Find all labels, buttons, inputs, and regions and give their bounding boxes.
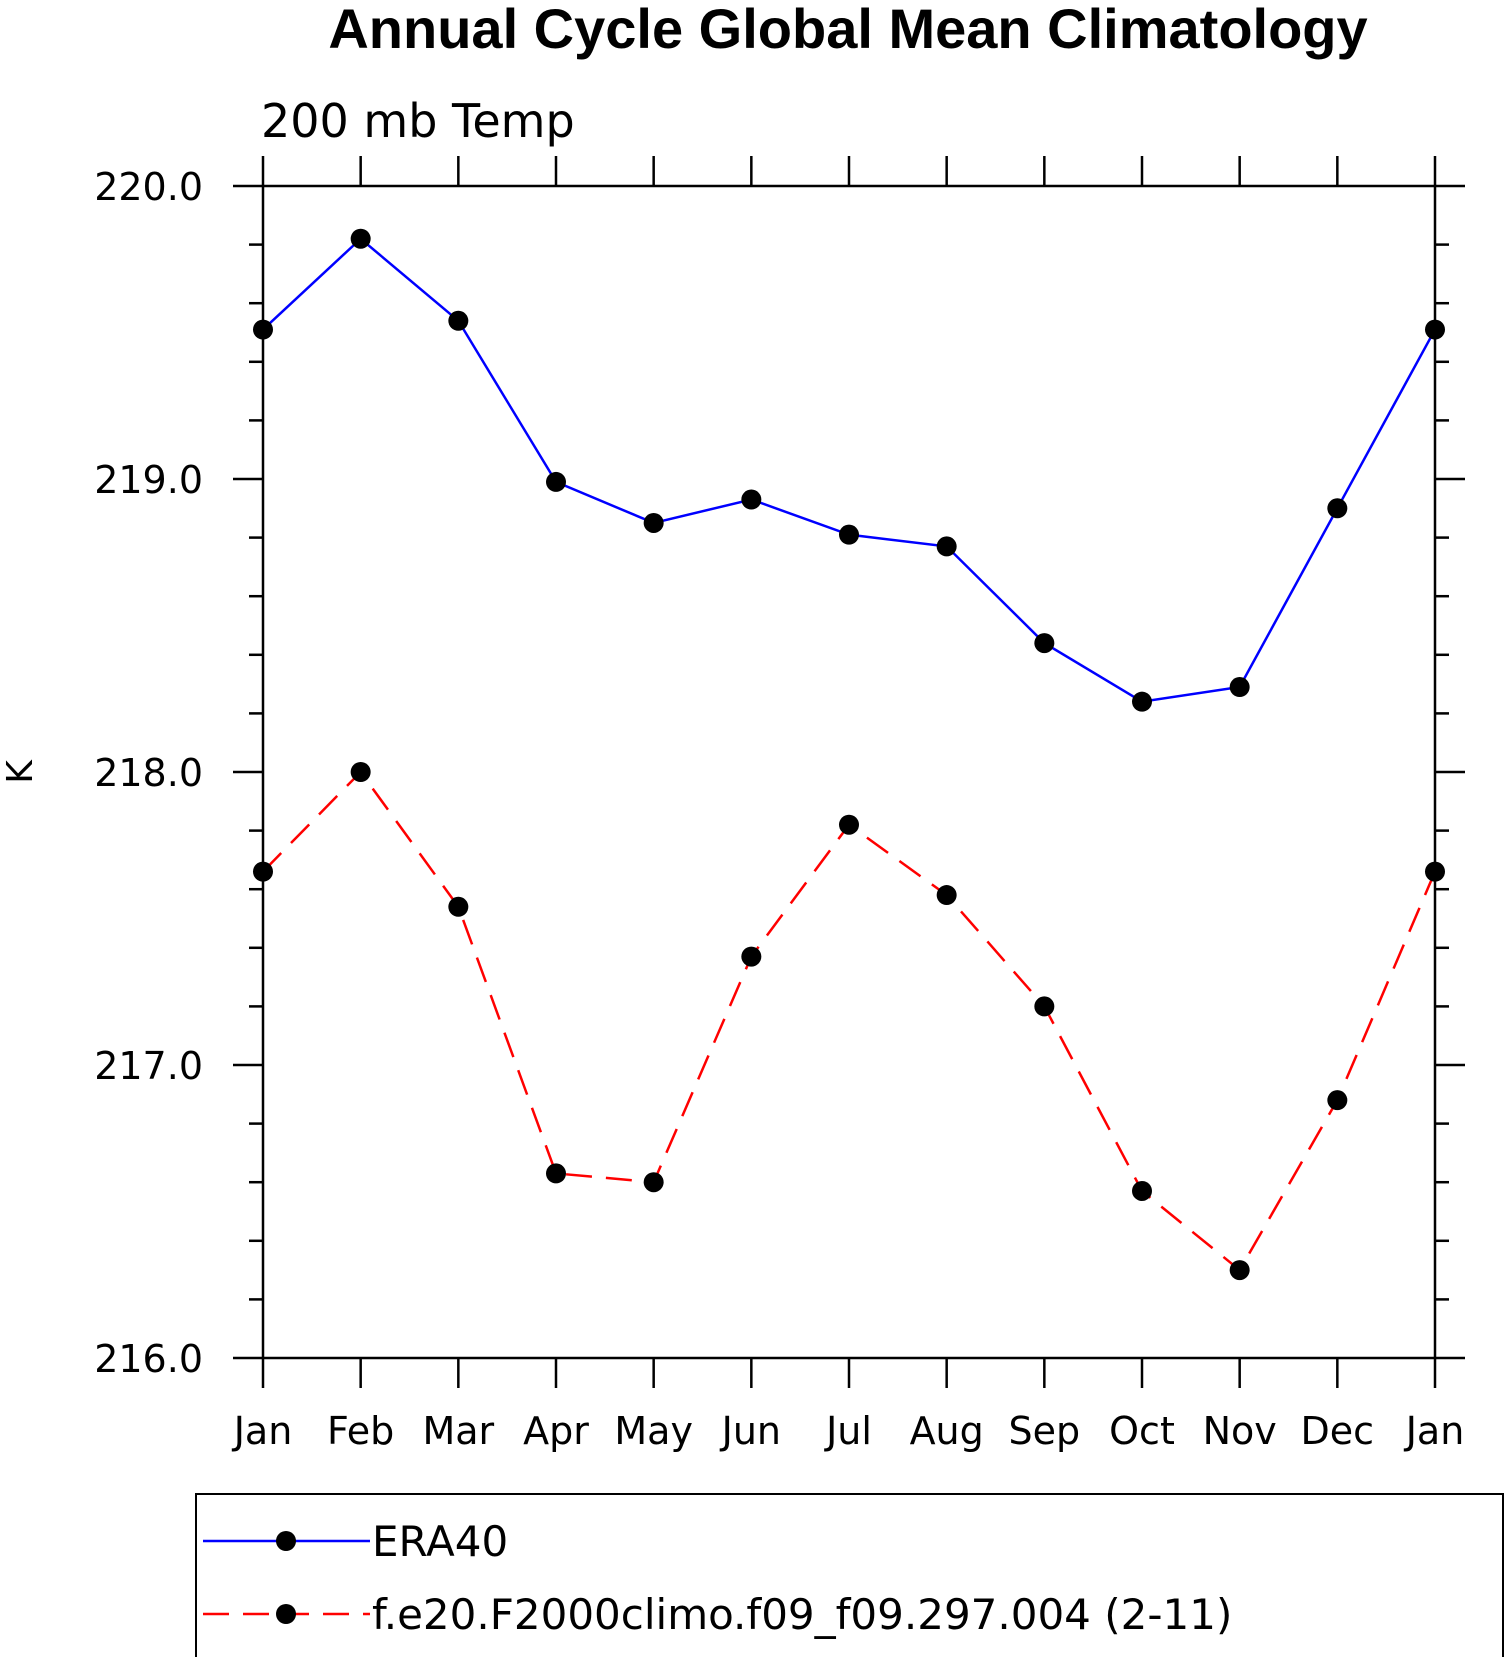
- x-tick-label: Jul: [824, 1409, 872, 1453]
- y-tick-label: 217.0: [94, 1044, 203, 1088]
- data-point: [1425, 319, 1445, 340]
- data-point: [1229, 1260, 1250, 1281]
- data-point: [936, 536, 957, 557]
- legend-box: [195, 1493, 1504, 1657]
- x-tick-label: Mar: [422, 1409, 494, 1453]
- series-layer: [253, 228, 1445, 1281]
- x-tick-label: Feb: [327, 1409, 394, 1453]
- x-tick-label: Jun: [720, 1409, 781, 1453]
- data-point: [1327, 1090, 1348, 1111]
- data-point: [546, 471, 566, 492]
- legend-items: ERA40 f.e20.F2000climo.f09_f09.297.004 (2…: [203, 1517, 1232, 1639]
- data-point: [253, 319, 273, 340]
- data-point: [643, 1172, 664, 1193]
- chart-title: Annual Cycle Global Mean Climatology: [328, 0, 1367, 60]
- y-axis-label: K: [0, 759, 41, 784]
- x-tick-label: Nov: [1203, 1409, 1277, 1453]
- data-point: [839, 814, 859, 835]
- x-tick-label: Dec: [1301, 1409, 1375, 1453]
- x-tick-label: Sep: [1009, 1409, 1081, 1453]
- data-point: [448, 310, 469, 331]
- data-point: [1034, 996, 1055, 1017]
- legend-marker: [276, 1531, 296, 1551]
- data-point: [1229, 677, 1250, 698]
- x-tick-label: Oct: [1109, 1409, 1175, 1453]
- x-tick-label: Aug: [910, 1409, 984, 1453]
- y-tick-label: 216.0: [94, 1337, 203, 1381]
- x-tick-label: Jan: [1404, 1409, 1465, 1453]
- data-point: [643, 512, 664, 533]
- y-tick-label: 220.0: [94, 165, 203, 209]
- data-point: [1132, 691, 1152, 712]
- data-point: [350, 762, 371, 782]
- x-tick-label: Jan: [232, 1409, 293, 1453]
- x-tick-labels: Jan Feb Mar Apr May Jun Jul Aug Sep Oct Nov Dec Jan: [232, 1409, 1465, 1453]
- chart-subtitle: 200 mb Temp: [261, 94, 575, 148]
- y-tick-labels: 216.0 217.0 218.0 219.0 220.0: [94, 165, 203, 1381]
- data-point: [1425, 861, 1445, 882]
- data-point: [741, 946, 762, 967]
- legend-label: ERA40: [372, 1517, 508, 1566]
- x-tick-label: Apr: [523, 1409, 589, 1453]
- data-point: [1132, 1180, 1152, 1201]
- plot-frame: [261, 184, 1437, 1360]
- data-point: [253, 861, 273, 882]
- x-tick-label: May: [614, 1409, 693, 1453]
- legend-label: f.e20.F2000climo.f09_f09.297.004 (2-11): [372, 1590, 1232, 1639]
- series-line: [262, 237, 1437, 703]
- legend: ERA40 f.e20.F2000climo.f09_f09.297.004 (2…: [195, 1493, 1504, 1657]
- series-line: [262, 770, 1437, 1272]
- y-tick-label: 219.0: [94, 458, 203, 502]
- data-point: [839, 524, 859, 545]
- data-point: [1327, 498, 1348, 519]
- data-point: [448, 896, 469, 917]
- data-point: [1034, 633, 1055, 654]
- legend-marker: [276, 1604, 296, 1624]
- axis-ticks: [233, 156, 1465, 1388]
- data-point: [741, 489, 762, 510]
- data-point: [936, 885, 957, 906]
- data-point: [350, 228, 371, 249]
- data-point: [546, 1163, 566, 1184]
- y-tick-label: 218.0: [94, 751, 203, 795]
